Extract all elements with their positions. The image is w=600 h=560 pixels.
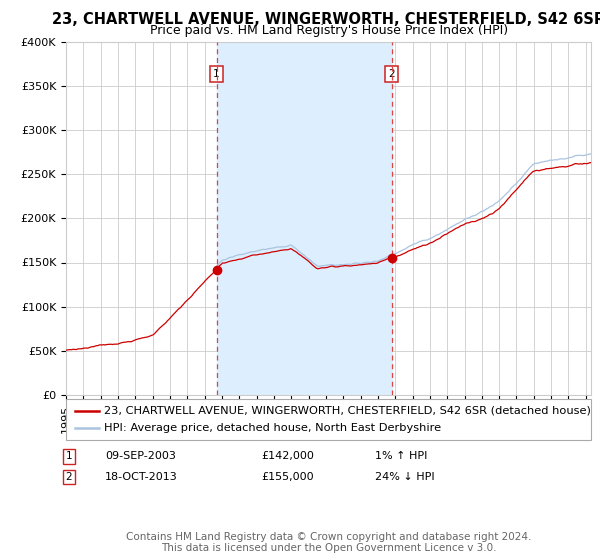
Text: 24% ↓ HPI: 24% ↓ HPI [375, 472, 434, 482]
Bar [217, 42, 392, 395]
Text: Contains HM Land Registry data © Crown copyright and database right 2024.
This d: Contains HM Land Registry data © Crown c… [126, 531, 532, 553]
Text: £142,000: £142,000 [261, 451, 314, 461]
Text: £155,000: £155,000 [261, 472, 314, 482]
Text: 09-SEP-2003: 09-SEP-2003 [105, 451, 176, 461]
Text: 2: 2 [65, 472, 73, 482]
Text: 2: 2 [388, 69, 395, 79]
Text: 23, CHARTWELL AVENUE, WINGERWORTH, CHESTERFIELD, S42 6SR: 23, CHARTWELL AVENUE, WINGERWORTH, CHEST… [52, 12, 600, 27]
Text: HPI: Average price, detached house, North East Derbyshire: HPI: Average price, detached house, Nort… [104, 423, 441, 433]
Text: Price paid vs. HM Land Registry's House Price Index (HPI): Price paid vs. HM Land Registry's House … [150, 24, 508, 36]
Text: 1: 1 [65, 451, 73, 461]
Text: 23, CHARTWELL AVENUE, WINGERWORTH, CHESTERFIELD, S42 6SR (detached house): 23, CHARTWELL AVENUE, WINGERWORTH, CHEST… [104, 405, 590, 416]
Text: 18-OCT-2013: 18-OCT-2013 [105, 472, 178, 482]
Text: 1: 1 [213, 69, 220, 79]
Text: 1% ↑ HPI: 1% ↑ HPI [375, 451, 427, 461]
